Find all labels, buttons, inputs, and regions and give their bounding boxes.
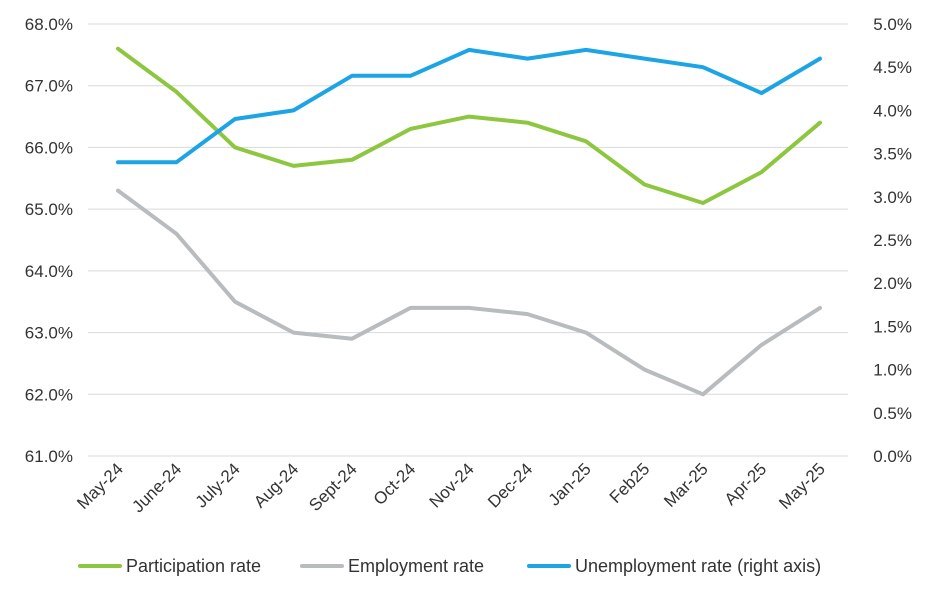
x-tick-label: Mar-25 — [660, 459, 712, 511]
series-line-participation — [116, 46, 822, 205]
y-left-tick-label: 63.0% — [25, 324, 73, 343]
x-tick-label: Sept-24 — [305, 459, 361, 515]
x-tick-label: June-24 — [128, 459, 185, 516]
y-right-tick-label: 5.0% — [873, 15, 912, 34]
y-left-tick-label: 64.0% — [25, 262, 73, 281]
legend-swatch-employment — [300, 564, 344, 568]
x-tick-label: Nov-24 — [426, 459, 478, 511]
series-line-unemployment — [116, 47, 822, 165]
y-left-tick-label: 62.0% — [25, 385, 73, 404]
y-right-tick-label: 1.0% — [873, 361, 912, 380]
legend-swatch-participation — [78, 564, 122, 568]
legend-label-employment: Employment rate — [348, 555, 485, 576]
legend-label-unemployment: Unemployment rate (right axis) — [575, 555, 822, 576]
x-tick-label: Apr-25 — [721, 459, 771, 509]
y-right-tick-label: 4.0% — [873, 101, 912, 120]
x-tick-label: Dec-24 — [484, 459, 536, 511]
y-left-tick-label: 68.0% — [25, 15, 73, 34]
y-right-tick-label: 2.0% — [873, 274, 912, 293]
y-right-tick-label: 3.0% — [873, 188, 912, 207]
x-tick-label: July-24 — [192, 459, 244, 511]
y-right-tick-label: 4.5% — [873, 58, 912, 77]
y-left-tick-label: 65.0% — [25, 200, 73, 219]
legend-label-participation: Participation rate — [126, 555, 262, 576]
legend-item-participation: Participation rate — [78, 552, 261, 580]
y-right-tick-label: 0.0% — [873, 447, 912, 466]
x-tick-label: Feb25 — [606, 459, 654, 507]
y-right-tick-label: 3.5% — [873, 145, 912, 164]
y-right-tick-label: 0.5% — [873, 404, 912, 423]
y-left-tick-label: 61.0% — [25, 447, 73, 466]
line-chart: 61.0% 62.0% 63.0% 64.0% 65.0% 66.0% 67.0% 68.0%… — [25, 15, 912, 516]
legend-item-unemployment: Unemployment rate (right axis) — [527, 552, 821, 580]
series-line-employment — [116, 188, 822, 397]
chart-legend: Participation rate Employment rate Unemp… — [0, 552, 938, 580]
legend-swatch-unemployment — [527, 564, 571, 568]
x-tick-label: May-25 — [775, 459, 829, 513]
y-right-tick-label: 2.5% — [873, 231, 912, 250]
x-tick-label: Jan-25 — [545, 459, 595, 509]
y-right-tick-label: 1.5% — [873, 317, 912, 336]
x-tick-label: May-24 — [73, 459, 127, 513]
y-left-tick-label: 66.0% — [25, 138, 73, 157]
x-tick-label: Oct-24 — [370, 459, 420, 509]
x-tick-label: Aug-24 — [250, 459, 302, 511]
y-left-tick-label: 67.0% — [25, 77, 73, 96]
legend-item-employment: Employment rate — [300, 552, 484, 580]
